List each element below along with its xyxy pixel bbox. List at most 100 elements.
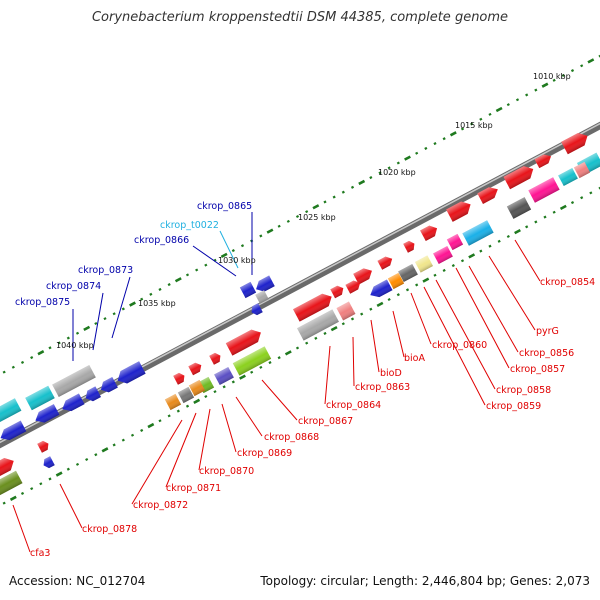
scale-tick [350, 317, 355, 321]
gene-block [446, 201, 471, 222]
leader-line [370, 319, 380, 373]
gene-block [297, 309, 339, 341]
scale-tick [376, 301, 384, 308]
scale-tick [460, 127, 465, 131]
scale-tick [415, 283, 419, 287]
scale-tick [66, 336, 70, 340]
scale-tick [552, 210, 556, 214]
scale-tick [396, 161, 400, 165]
label-ckrop_0868: ckrop_0868 [264, 432, 319, 443]
scale-tick [121, 438, 125, 442]
gene-shade [433, 245, 453, 265]
gene-shade [558, 167, 578, 187]
scale-tick [360, 312, 364, 316]
scale-tick [140, 297, 144, 301]
leader-line [59, 483, 83, 529]
scale-tick [552, 78, 556, 82]
scale-tick [55, 471, 63, 477]
gene-block [420, 225, 438, 242]
gene-block [353, 268, 372, 285]
gene-block [85, 386, 101, 402]
gene-block [403, 240, 415, 253]
scale-tick [101, 447, 109, 453]
gene-shade [462, 220, 494, 246]
leader-line [392, 310, 405, 358]
gene-shade [534, 154, 552, 169]
scale-tick [167, 414, 171, 418]
scale-tick [295, 346, 300, 350]
gene-shade [403, 240, 415, 253]
gene-shade [100, 376, 118, 393]
gene-block [209, 352, 221, 365]
gene-shade [398, 263, 418, 283]
gene-shade [43, 456, 55, 469]
scale-tick [149, 292, 153, 296]
scale-tick [103, 317, 107, 321]
scale-tick [250, 370, 254, 374]
gene-shade [297, 309, 339, 341]
gene-shade [214, 366, 234, 386]
gene-shade [415, 255, 433, 273]
scale-tick [39, 482, 43, 486]
scale-tick [424, 146, 428, 150]
scale-tick [358, 179, 366, 186]
scale-tick [506, 234, 510, 239]
scale-tick [66, 467, 70, 471]
scale-tick [259, 234, 263, 238]
label-ckrop_0858: ckrop_0858 [496, 385, 551, 396]
gene-shade [528, 177, 560, 203]
gene-shade [173, 372, 185, 385]
scale-tick [75, 331, 80, 335]
scale-tick [11, 365, 15, 369]
gene-shade [188, 379, 206, 397]
scale-tick [48, 346, 52, 350]
gene-shade [0, 398, 22, 426]
scale-tick [305, 341, 309, 345]
gene-block [377, 256, 393, 270]
scale-tick [30, 487, 34, 491]
gene-shade [503, 166, 534, 190]
leader-line [92, 292, 104, 351]
label-ckrop_0867: ckrop_0867 [298, 416, 353, 427]
gene-block [573, 161, 591, 179]
gene-shade [251, 303, 263, 316]
gene-block [256, 275, 275, 292]
leader-line [131, 419, 183, 505]
scale-tick [396, 293, 400, 297]
map-title: Corynebacterium kroppenstedtii DSM 44385… [91, 10, 509, 25]
label-ckrop_0878: ckrop_0878 [82, 524, 137, 535]
gene-shade [446, 201, 471, 222]
scale-tick [57, 341, 61, 345]
gene-shade [0, 470, 23, 498]
scale-tick [167, 283, 171, 287]
leader-line [219, 230, 239, 269]
gene-block [188, 362, 202, 376]
scale-tick [468, 253, 476, 259]
gene-shade [330, 285, 344, 299]
scale-tick [312, 204, 320, 210]
scale-tick [449, 131, 457, 137]
gene-shade [477, 187, 498, 204]
gene-shade [377, 256, 393, 270]
gene-shade [256, 275, 275, 292]
label-ckrop_0875: ckrop_0875 [15, 297, 70, 308]
scale-tick [2, 501, 6, 505]
scale-tick [195, 268, 199, 272]
gene-block [0, 457, 14, 478]
label-ckrop_0859: ckrop_0859 [486, 401, 541, 412]
gene-block [25, 385, 55, 411]
label-ckrop_0860: ckrop_0860 [432, 340, 487, 351]
gene-block [35, 404, 60, 423]
scale-tick [130, 433, 135, 437]
scale-tick [470, 122, 474, 126]
leader-line [514, 239, 541, 282]
scale-tick [9, 495, 17, 501]
gene-block [387, 272, 405, 290]
gene-block [370, 279, 393, 298]
gene-shade [62, 393, 85, 412]
scale-tick [83, 325, 91, 332]
leader-line [221, 403, 237, 453]
leader-line [455, 267, 510, 369]
gene-block [345, 280, 361, 294]
